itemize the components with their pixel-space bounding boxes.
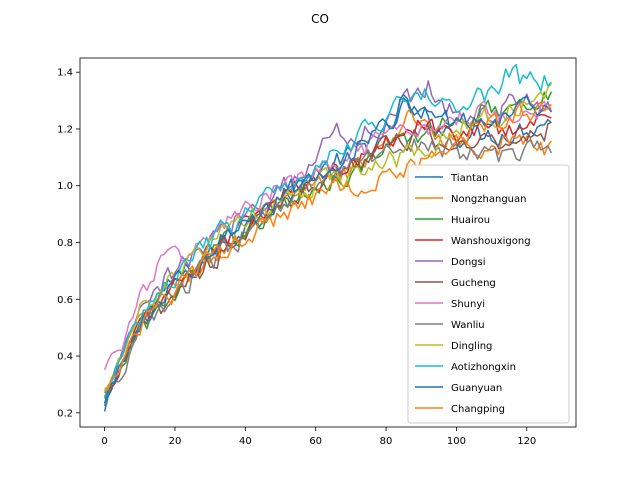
chart-title: CO xyxy=(311,12,329,26)
y-tick-label: 0.2 xyxy=(57,408,73,419)
y-tick-label: 0.8 xyxy=(57,238,73,249)
series-layer xyxy=(103,63,553,412)
x-axis: 0 20 40 60 80 100 120 xyxy=(101,427,536,447)
y-tick-label: 1.4 xyxy=(57,68,73,79)
x-tick-label: 100 xyxy=(447,436,466,447)
legend-label: Dingling xyxy=(451,341,492,352)
series-line-guanyuan xyxy=(103,93,552,404)
x-tick-label: 120 xyxy=(517,436,536,447)
y-tick-label: 0.6 xyxy=(57,295,73,306)
x-tick-label: 20 xyxy=(169,436,182,447)
legend-label: Nongzhanguan xyxy=(451,194,527,205)
legend-label: Aotizhongxin xyxy=(451,362,516,373)
legend-label: Gucheng xyxy=(451,278,496,289)
y-tick-label: 1.0 xyxy=(57,181,73,192)
legend-label: Dongsi xyxy=(451,257,486,268)
series-line-shunyi xyxy=(103,100,552,371)
y-tick-label: 0.4 xyxy=(57,352,73,363)
x-tick-label: 0 xyxy=(101,436,107,447)
legend-label: Tiantan xyxy=(450,173,488,184)
legend-label: Shunyi xyxy=(451,299,485,310)
legend-box xyxy=(407,164,570,424)
legend-label: Wanliu xyxy=(451,320,485,331)
x-tick-label: 80 xyxy=(380,436,393,447)
legend: Tiantan Nongzhanguan Huairou Wanshouxigong D… xyxy=(407,164,570,424)
x-tick-label: 40 xyxy=(239,436,252,447)
y-tick-label: 1.2 xyxy=(57,124,73,135)
x-tick-label: 60 xyxy=(309,436,322,447)
legend-label: Huairou xyxy=(451,215,490,226)
series-line-changping xyxy=(104,101,552,393)
legend-label: Guanyuan xyxy=(451,383,502,394)
y-axis: 0.2 0.4 0.6 0.8 1.0 1.2 1.4 xyxy=(57,68,80,419)
legend-label: Changping xyxy=(451,404,505,415)
legend-label: Wanshouxigong xyxy=(451,236,531,247)
